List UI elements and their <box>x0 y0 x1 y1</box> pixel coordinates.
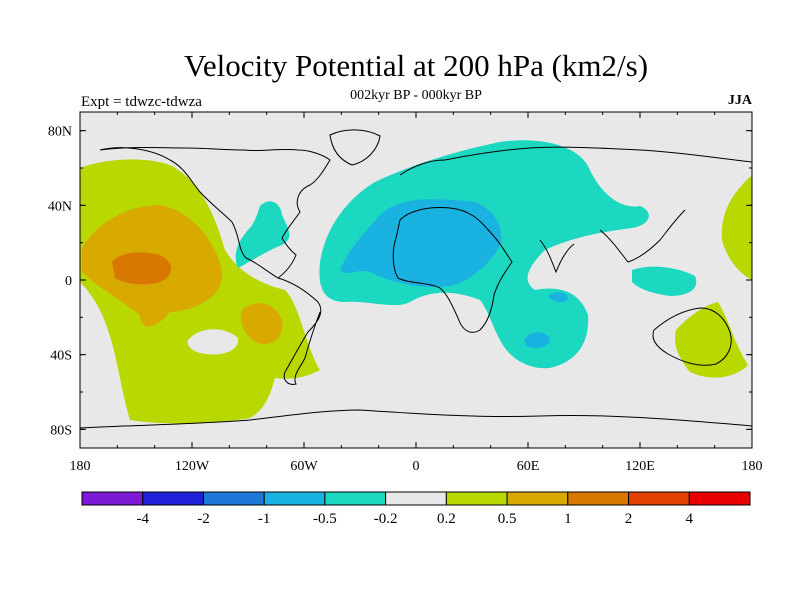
colorbar-label: -0.5 <box>313 511 337 527</box>
x-tick-label: 120W <box>175 459 210 474</box>
y-tick-label: 0 <box>65 274 72 289</box>
colorbar-label: 0.2 <box>437 511 456 527</box>
colorbar-label: 4 <box>686 511 694 527</box>
colorbar-swatch <box>628 491 690 506</box>
colorbar-labels: -4 -2 -1 -0.5 -0.2 0.2 0.5 1 2 4 <box>136 511 693 527</box>
colorbar-label: -4 <box>136 511 149 527</box>
x-tick-labels: 180 120W 60W 0 60E 120E 180 <box>70 459 763 474</box>
chart-subtitle: 002kyr BP - 000kyr BP <box>350 88 482 103</box>
colorbar <box>81 491 751 506</box>
colorbar-swatch <box>81 491 144 506</box>
contour-sepacific-hole <box>187 329 239 355</box>
experiment-label: Expt = tdwzc-tdwza <box>81 94 202 110</box>
contour-camerica-neg02 <box>235 201 290 268</box>
colorbar-swatch <box>263 491 326 506</box>
contour-edge-east-pos02 <box>721 175 752 280</box>
x-tick-label: 0 <box>413 459 420 474</box>
colorbar-swatch <box>445 491 508 506</box>
x-tick-label: 180 <box>70 459 91 474</box>
y-tick-label: 40N <box>48 199 72 214</box>
axis-ticks <box>79 112 753 448</box>
coastlines <box>80 129 752 429</box>
colorbar-swatch <box>567 491 630 506</box>
y-tick-label: 40S <box>50 349 72 364</box>
colorbar-label: -2 <box>197 511 210 527</box>
contour-africa-neg05 <box>340 199 502 288</box>
chart-title: Velocity Potential at 200 hPa (km2/s) <box>183 48 649 83</box>
colorbar-swatch <box>385 491 447 506</box>
colorbar-swatch <box>688 491 751 506</box>
contour-sepacific-pos05 <box>240 303 283 344</box>
season-label: JJA <box>727 93 752 108</box>
contour-maritime-neg02 <box>632 266 697 296</box>
colorbar-label: 2 <box>625 511 633 527</box>
x-tick-label: 180 <box>742 459 763 474</box>
x-tick-label: 60W <box>290 459 318 474</box>
contour-indian-neg05-a <box>548 292 568 303</box>
colorbar-swatch <box>202 491 265 506</box>
map-plot-area <box>80 112 752 448</box>
y-tick-label: 80N <box>48 125 72 140</box>
x-tick-label: 120E <box>625 459 655 474</box>
colorbar-swatch <box>142 491 204 506</box>
y-tick-labels: 80N 40N 0 40S 80S <box>48 125 72 439</box>
colorbar-label: 0.5 <box>498 511 517 527</box>
y-tick-label: 80S <box>50 423 72 438</box>
colorbar-label: 1 <box>564 511 572 527</box>
contour-australia-pos02 <box>674 302 748 378</box>
colorbar-swatch <box>506 491 569 506</box>
contour-indian-neg05-b <box>524 332 550 348</box>
colorbar-label: -0.2 <box>374 511 398 527</box>
contour-pacific-pos1 <box>112 252 172 285</box>
colorbar-swatch <box>324 491 387 506</box>
colorbar-label: -1 <box>258 511 271 527</box>
x-tick-label: 60E <box>517 459 540 474</box>
